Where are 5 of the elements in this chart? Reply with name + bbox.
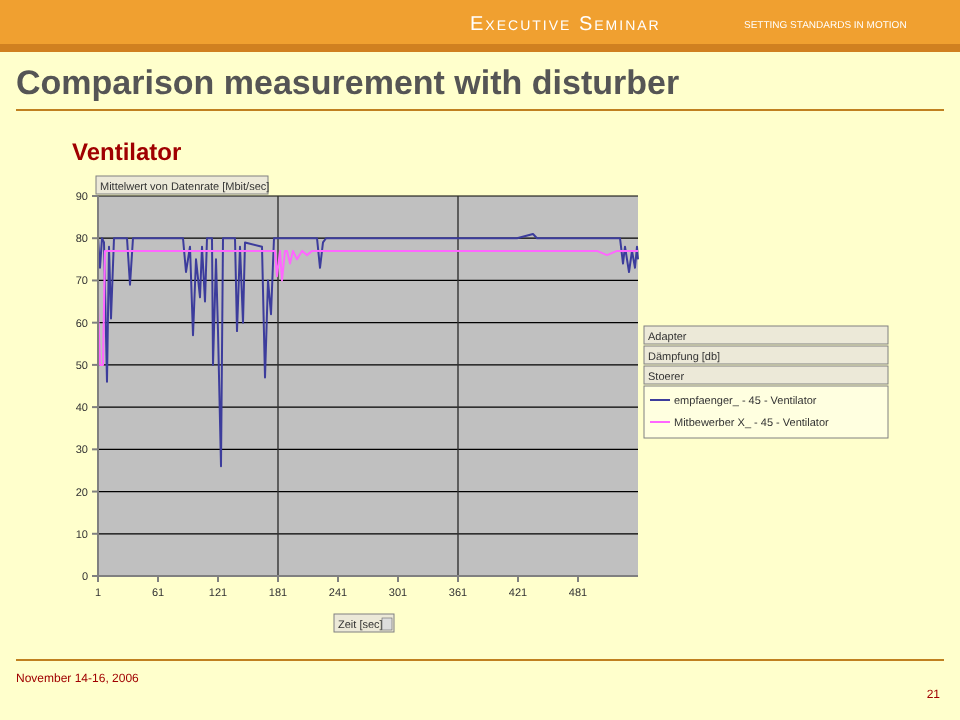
- line-series: [97, 233, 639, 468]
- line-series: [97, 249, 639, 366]
- chart-title: Comparison measurement with disturber: [16, 64, 680, 102]
- text: Executive Seminar: [470, 14, 661, 36]
- chart-subtitle: Ventilator: [72, 138, 183, 166]
